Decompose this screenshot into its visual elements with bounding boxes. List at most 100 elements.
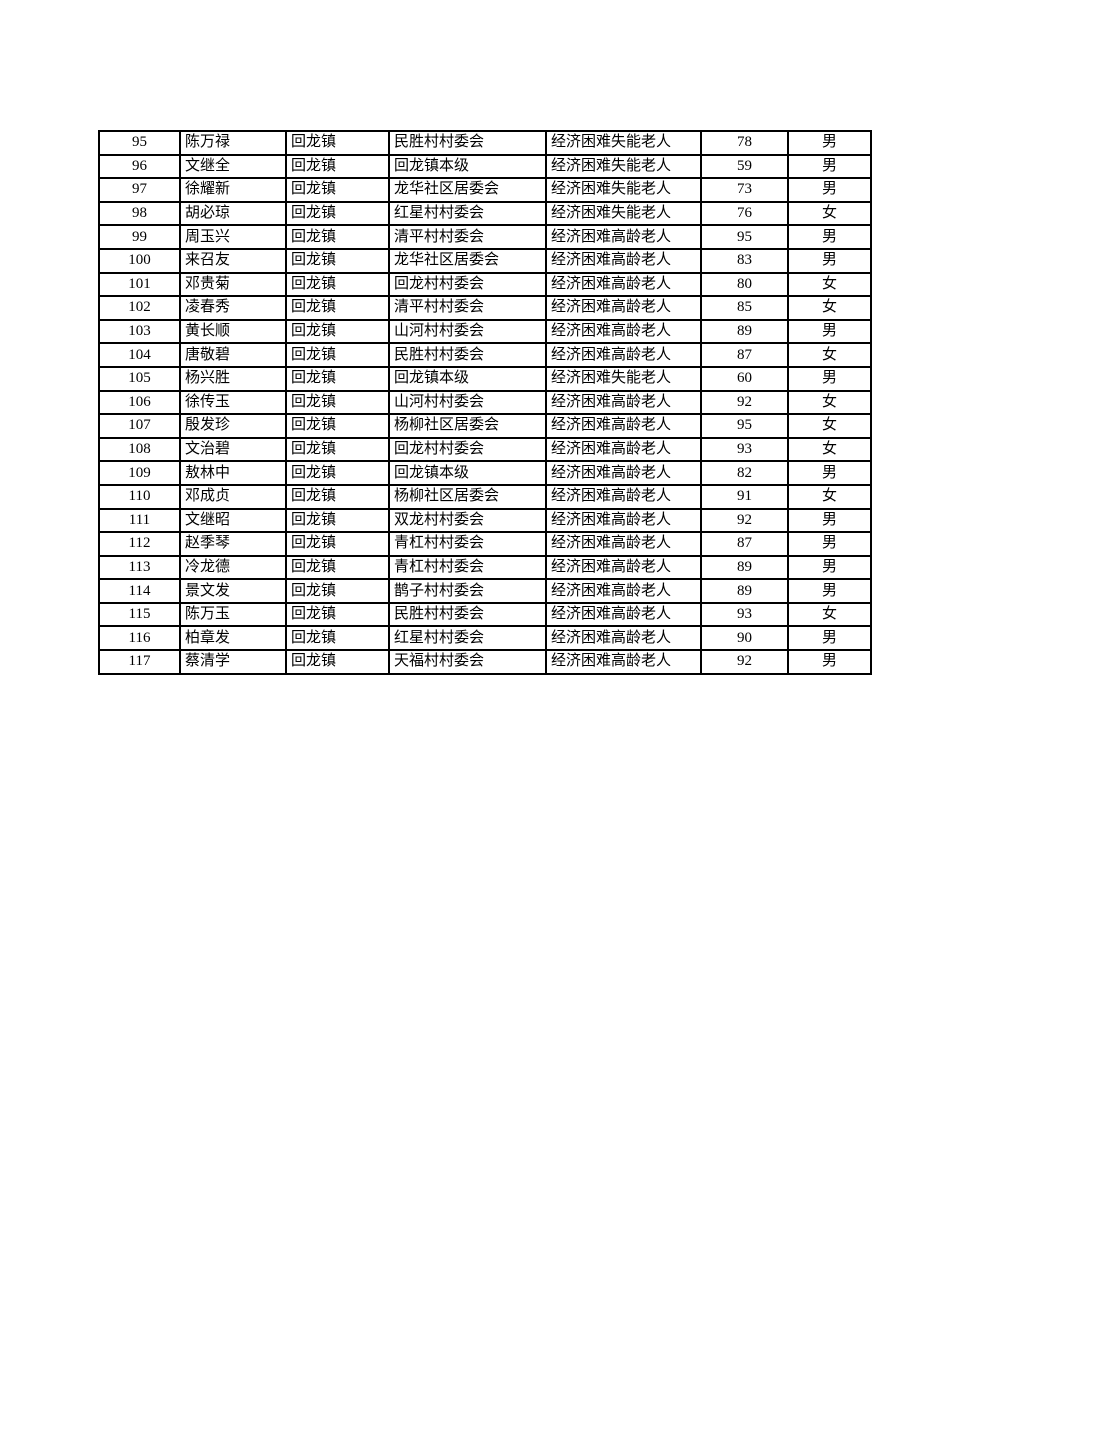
cell-age: 76 [700,200,789,227]
cell-town: 回龙镇 [285,177,390,203]
cell-town: 回龙镇 [285,601,390,628]
cell-person-name: 冷龙德 [179,554,287,581]
table-row: 107 殷发珍 回龙镇 杨柳社区居委会 经济困难高龄老人 95 女 [98,413,872,439]
cell-age: 89 [700,318,789,345]
cell-age: 82 [700,460,789,486]
cell-person-name: 蔡清学 [179,649,287,675]
cell-category: 经济困难高龄老人 [545,625,702,652]
table-row: 116 柏章发 回龙镇 红星村村委会 经济困难高龄老人 90 男 [98,625,872,652]
cell-town: 回龙镇 [285,342,390,368]
cell-gender: 男 [787,177,872,203]
resident-roster-table: 95 陈万禄 回龙镇 民胜村村委会 经济困难失能老人 78 男 96 文继全 回… [98,130,872,675]
cell-village-committee: 民胜村村委会 [388,601,547,628]
cell-village-committee: 回龙村村委会 [388,436,547,463]
cell-town: 回龙镇 [285,649,390,675]
cell-gender: 男 [787,554,872,581]
cell-town: 回龙镇 [285,531,390,557]
cell-village-committee: 清平村村委会 [388,224,547,250]
cell-village-committee: 青杠村村委会 [388,554,547,581]
cell-age: 90 [700,625,789,652]
cell-row-number: 107 [98,413,181,439]
cell-town: 回龙镇 [285,625,390,652]
cell-gender: 女 [787,601,872,628]
cell-category: 经济困难高龄老人 [545,295,702,321]
cell-row-number: 117 [98,649,181,675]
cell-row-number: 98 [98,200,181,227]
cell-person-name: 邓成贞 [179,483,287,510]
cell-person-name: 柏章发 [179,625,287,652]
cell-age: 59 [700,153,789,180]
cell-person-name: 周玉兴 [179,224,287,250]
cell-town: 回龙镇 [285,153,390,180]
table-row: 103 黄长顺 回龙镇 山河村村委会 经济困难高龄老人 89 男 [98,318,872,345]
cell-village-committee: 民胜村村委会 [388,342,547,368]
cell-gender: 男 [787,578,872,604]
cell-category: 经济困难失能老人 [545,365,702,392]
cell-row-number: 109 [98,460,181,486]
cell-village-committee: 回龙镇本级 [388,153,547,180]
cell-person-name: 邓贵菊 [179,271,287,298]
cell-town: 回龙镇 [285,318,390,345]
table-row: 97 徐耀新 回龙镇 龙华社区居委会 经济困难失能老人 73 男 [98,177,872,203]
cell-category: 经济困难高龄老人 [545,507,702,534]
cell-row-number: 97 [98,177,181,203]
cell-person-name: 杨兴胜 [179,365,287,392]
cell-category: 经济困难高龄老人 [545,483,702,510]
cell-village-committee: 鹊子村村委会 [388,578,547,604]
cell-age: 95 [700,413,789,439]
cell-village-committee: 山河村村委会 [388,389,547,416]
cell-category: 经济困难失能老人 [545,130,702,156]
cell-row-number: 105 [98,365,181,392]
cell-village-committee: 清平村村委会 [388,295,547,321]
cell-row-number: 108 [98,436,181,463]
cell-age: 89 [700,578,789,604]
cell-village-committee: 杨柳社区居委会 [388,413,547,439]
cell-row-number: 101 [98,271,181,298]
table-row: 109 敖林中 回龙镇 回龙镇本级 经济困难高龄老人 82 男 [98,460,872,486]
cell-category: 经济困难高龄老人 [545,224,702,250]
cell-town: 回龙镇 [285,200,390,227]
cell-town: 回龙镇 [285,436,390,463]
cell-age: 80 [700,271,789,298]
cell-category: 经济困难高龄老人 [545,554,702,581]
cell-village-committee: 天福村村委会 [388,649,547,675]
table-row: 113 冷龙德 回龙镇 青杠村村委会 经济困难高龄老人 89 男 [98,554,872,581]
table-row: 99 周玉兴 回龙镇 清平村村委会 经济困难高龄老人 95 男 [98,224,872,250]
cell-row-number: 115 [98,601,181,628]
table-row: 104 唐敬碧 回龙镇 民胜村村委会 经济困难高龄老人 87 女 [98,342,872,368]
cell-village-committee: 龙华社区居委会 [388,177,547,203]
cell-gender: 女 [787,413,872,439]
cell-row-number: 104 [98,342,181,368]
cell-age: 78 [700,130,789,156]
cell-town: 回龙镇 [285,578,390,604]
cell-village-committee: 民胜村村委会 [388,130,547,156]
cell-gender: 女 [787,436,872,463]
table-row: 117 蔡清学 回龙镇 天福村村委会 经济困难高龄老人 92 男 [98,649,872,675]
cell-age: 95 [700,224,789,250]
cell-row-number: 99 [98,224,181,250]
cell-village-committee: 青杠村村委会 [388,531,547,557]
cell-town: 回龙镇 [285,295,390,321]
cell-town: 回龙镇 [285,460,390,486]
cell-town: 回龙镇 [285,413,390,439]
cell-gender: 女 [787,271,872,298]
cell-gender: 男 [787,507,872,534]
cell-category: 经济困难高龄老人 [545,578,702,604]
cell-age: 60 [700,365,789,392]
table-row: 102 凌春秀 回龙镇 清平村村委会 经济困难高龄老人 85 女 [98,295,872,321]
cell-town: 回龙镇 [285,130,390,156]
cell-person-name: 黄长顺 [179,318,287,345]
cell-age: 93 [700,436,789,463]
cell-category: 经济困难失能老人 [545,177,702,203]
cell-gender: 男 [787,460,872,486]
cell-row-number: 110 [98,483,181,510]
cell-age: 83 [700,247,789,274]
cell-person-name: 殷发珍 [179,413,287,439]
cell-category: 经济困难高龄老人 [545,389,702,416]
cell-age: 92 [700,649,789,675]
cell-village-committee: 回龙镇本级 [388,460,547,486]
cell-row-number: 103 [98,318,181,345]
cell-category: 经济困难高龄老人 [545,601,702,628]
cell-gender: 女 [787,483,872,510]
cell-person-name: 陈万禄 [179,130,287,156]
